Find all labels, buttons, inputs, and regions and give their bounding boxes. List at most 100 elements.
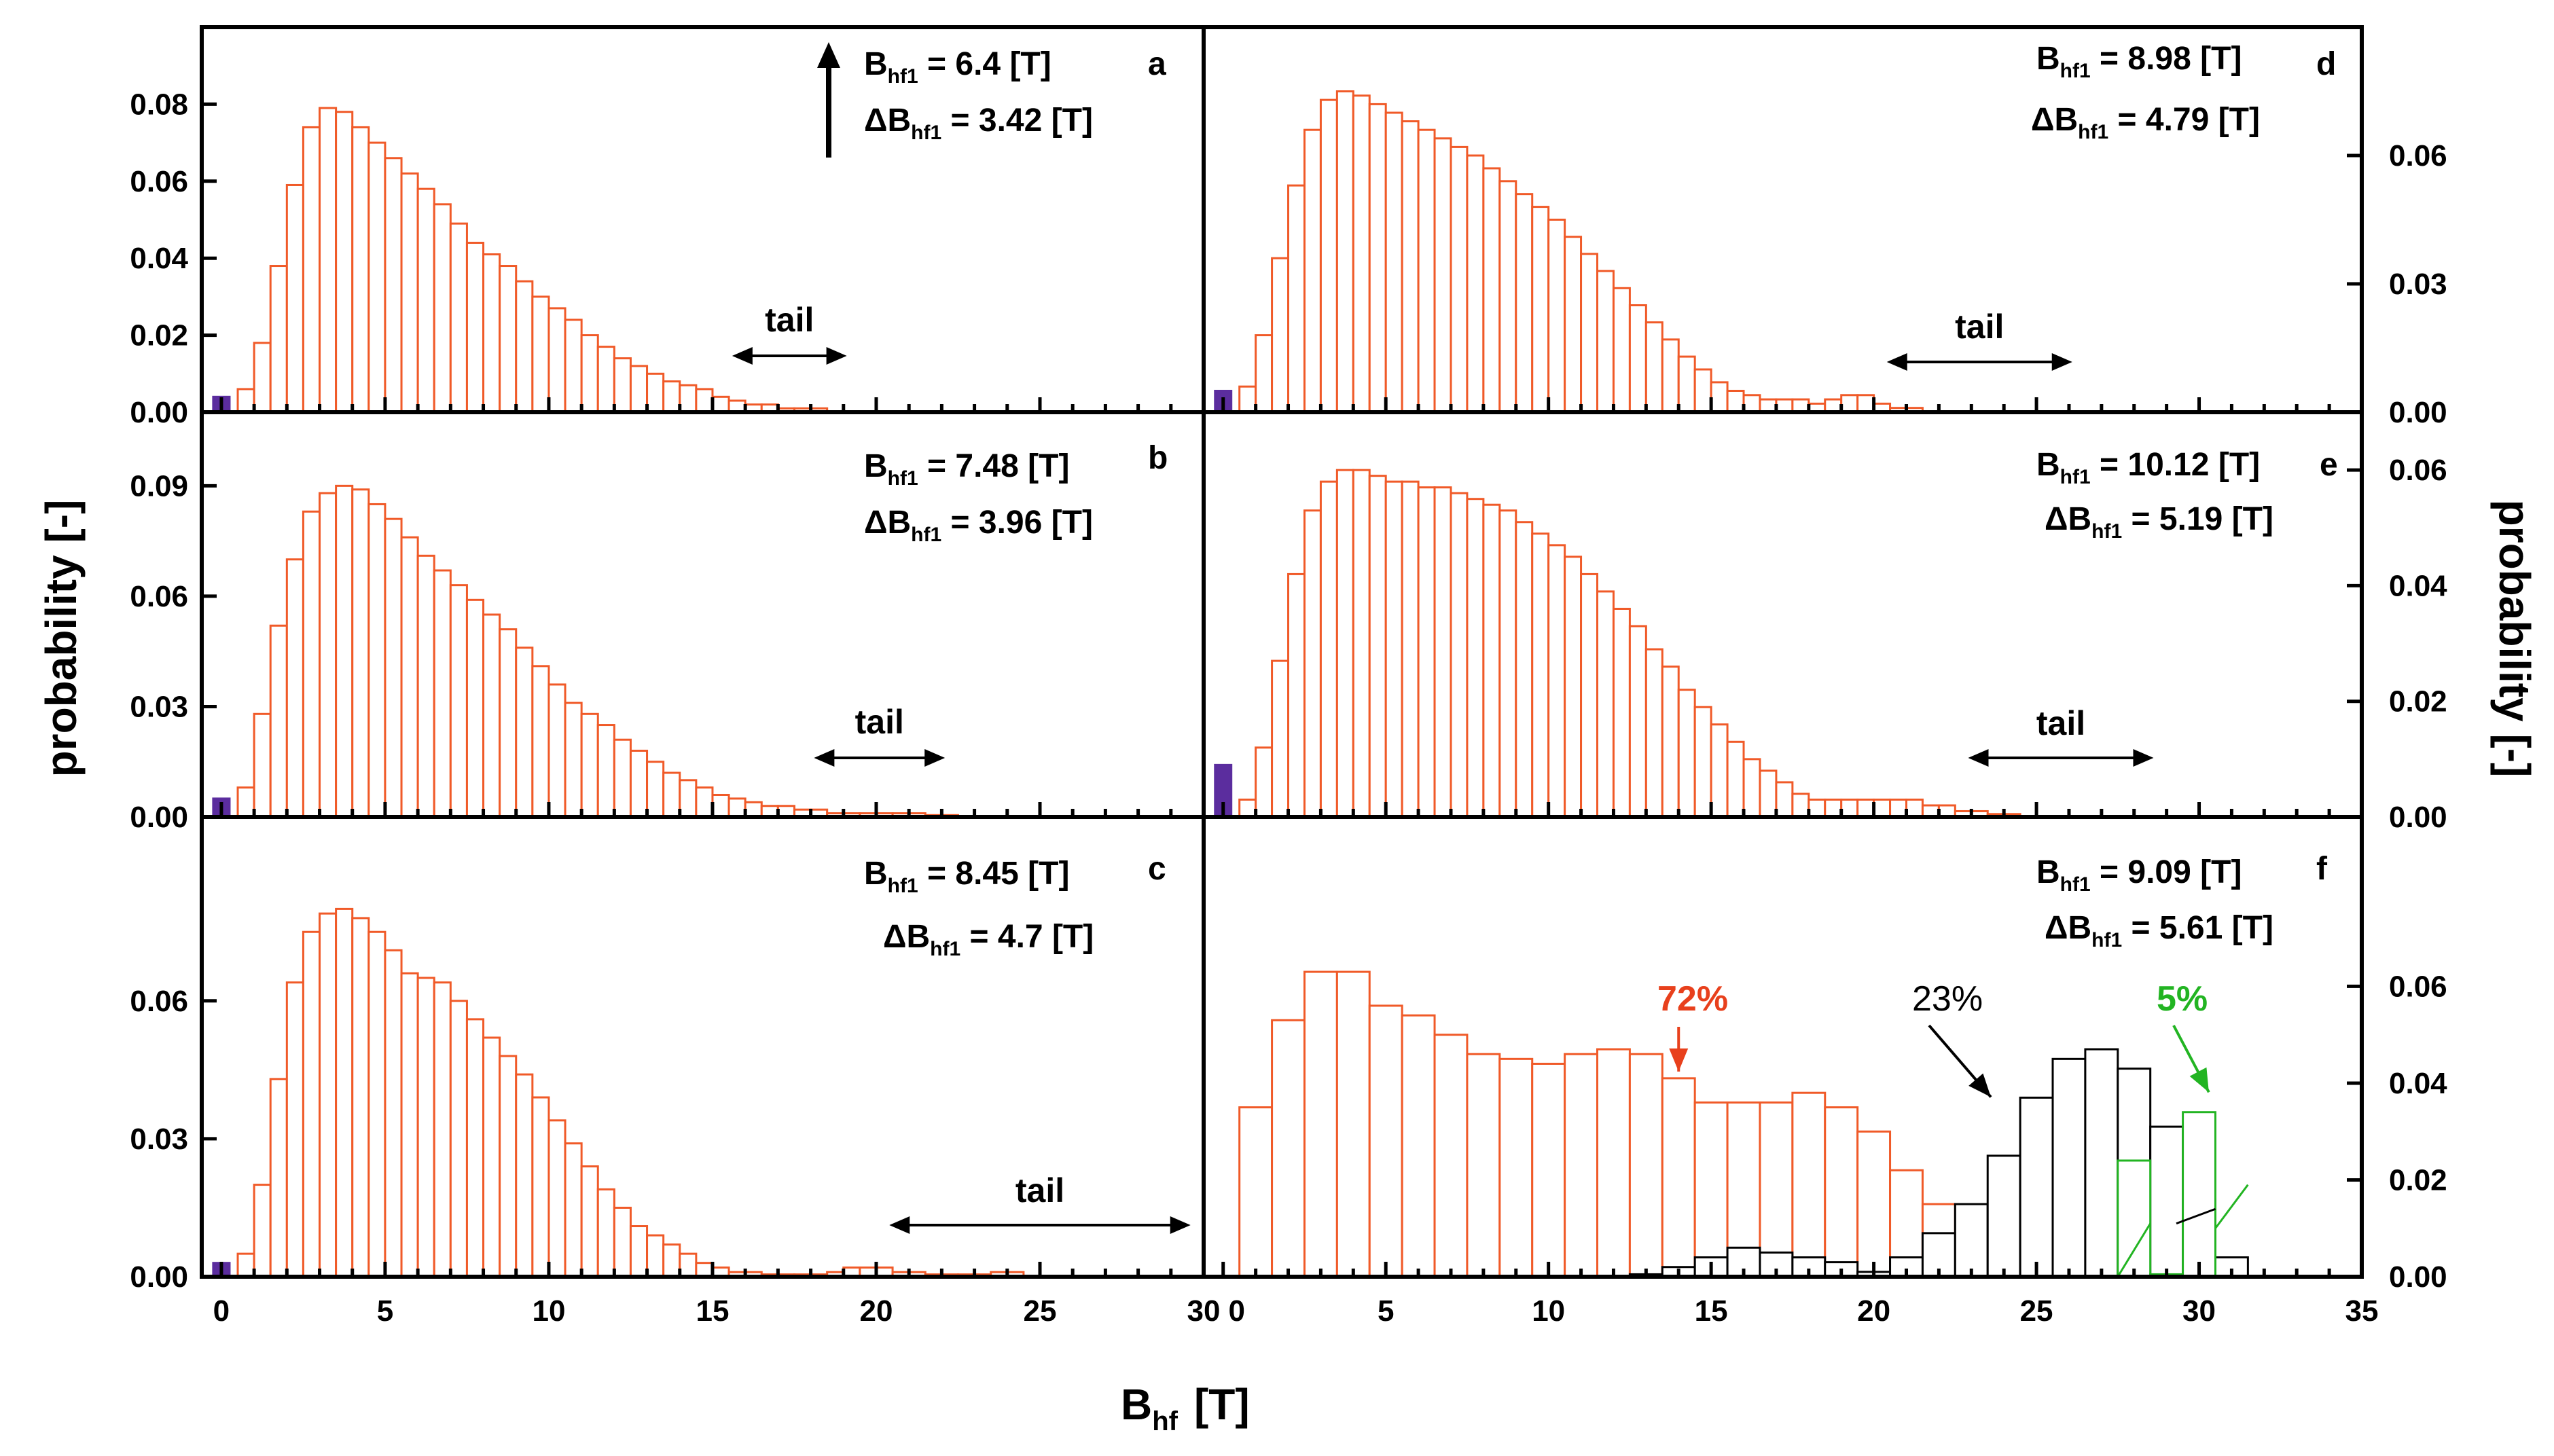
bar-e-s0-9 [1384, 480, 1403, 818]
bar-e-s0-26 [1661, 666, 1680, 818]
bar-c-s0-0 [236, 1252, 255, 1278]
bar-c-s0-11 [416, 977, 435, 1278]
bar-d-s0-12 [1433, 137, 1452, 414]
bar-c-s0-6 [335, 907, 354, 1278]
tail-arrow-right-icon-a [826, 347, 847, 365]
tail-arrow-left-icon-d [1886, 353, 1907, 371]
bar-e-s0-38 [1856, 798, 1875, 818]
bar-b-s0-8 [367, 503, 386, 818]
bar-f-s1-11 [1986, 1154, 2021, 1278]
bar-f-s1-16 [2149, 1125, 2184, 1278]
bar-e-s0-8 [1368, 475, 1387, 818]
bar-d-s0-1 [1255, 334, 1274, 414]
ann-f-line1: Bhf1 = 9.09 [T] [2036, 854, 2242, 896]
bar-c-s0-9 [384, 949, 403, 1278]
ann-e-line1: Bhf1 = 10.12 [T] [2036, 447, 2260, 488]
bar-a-s0-5 [319, 107, 338, 414]
bar-c-s0-28 [695, 1262, 714, 1278]
bar-f-s0-12 [1628, 1053, 1663, 1278]
bar-a-s0-18 [531, 295, 550, 414]
bar-c-s0-15 [482, 1036, 501, 1278]
xtick-label-f-10: 10 [1532, 1294, 1565, 1328]
bar-c-s0-4 [302, 930, 321, 1278]
bar-b-s0-30 [727, 797, 747, 818]
ytick-label-b-3: 0.09 [130, 469, 188, 503]
bar-d-s0-19 [1547, 219, 1566, 414]
bar-c-s0-7 [351, 917, 370, 1278]
panel-label-e: e [2320, 447, 2338, 483]
bar-a-s0-0 [236, 388, 255, 414]
ann-a-line1: Bhf1 = 6.4 [T] [864, 46, 1051, 88]
ytick-label-f-1: 0.02 [2389, 1163, 2447, 1197]
component-label-5: 5% [2157, 979, 2208, 1019]
bar-e-s0-34 [1791, 793, 1810, 818]
bar-c-s0-12 [433, 981, 452, 1278]
bar-f-s0-14 [1693, 1101, 1729, 1278]
bar-a-s0-29 [711, 395, 730, 414]
y-axis-title-right: probability [-] [2490, 500, 2539, 778]
component-labels: 72% 23% 5% [1657, 979, 2208, 1019]
bar-d-s0-37 [1840, 394, 1859, 414]
bar-e-s0-31 [1742, 758, 1761, 818]
bar-a-s0-15 [482, 253, 501, 414]
tail-arrow-left-icon-a [732, 347, 753, 365]
bar-c-s0-26 [662, 1243, 681, 1278]
ytick-label-e-1: 0.02 [2389, 685, 2447, 718]
bar-e-s0-41 [1905, 798, 1924, 818]
bar-e-s0-0 [1238, 798, 1257, 818]
ytick-label-d-1: 0.03 [2389, 268, 2447, 301]
bar-a-s0-3 [285, 183, 304, 414]
bar-d-s0-21 [1580, 253, 1599, 414]
bar-a-s0-9 [384, 157, 403, 414]
bar-a-s0-21 [580, 334, 599, 414]
bar-b-s0-17 [515, 647, 534, 818]
bar-b-s0-18 [531, 665, 550, 818]
bar-a-s0-6 [335, 111, 354, 414]
tail-arrow-left-icon-e [1968, 749, 1989, 767]
bar-e-s0-29 [1710, 723, 1729, 818]
bar-a-s0-27 [679, 384, 698, 414]
bar-e-s0-39 [1873, 798, 1892, 818]
bar-a-s0-24 [629, 365, 649, 414]
bar-d-s0-25 [1644, 321, 1663, 414]
ytick-label-b-2: 0.06 [130, 580, 188, 613]
bar-e-s0-7 [1352, 469, 1371, 818]
bar-d-s0-23 [1612, 287, 1631, 414]
bar-a-s0-16 [499, 265, 518, 414]
bar-a-s0-4 [302, 126, 321, 414]
ytick-label-e-2: 0.04 [2389, 569, 2447, 602]
tail-label-a: tail [765, 301, 814, 339]
bar-d-s0-4 [1303, 128, 1322, 414]
ann-b-line2: ΔBhf1 = 3.96 [T] [864, 505, 1093, 546]
outer-frame [200, 25, 2364, 1279]
bar-b-s0-31 [744, 801, 763, 818]
bar-e-s0-28 [1693, 706, 1712, 818]
bar-d-s0-18 [1531, 206, 1550, 414]
bar-d-s0-10 [1401, 120, 1420, 414]
bar-c-s0-18 [531, 1096, 550, 1278]
component-label-72: 72% [1657, 979, 1728, 1019]
bar-b-s0-19 [547, 683, 566, 818]
ann-d-line1: Bhf1 = 8.98 [T] [2036, 41, 2242, 82]
bar-a-s0-13 [449, 222, 468, 414]
ytick-label-a-4: 0.08 [130, 88, 188, 121]
bar-d-s0-8 [1368, 103, 1387, 414]
bar-e-s0-23 [1612, 607, 1631, 818]
bar-f-s1-13 [2051, 1057, 2087, 1278]
bar-d-s0-2 [1271, 257, 1290, 414]
bar-d-s0-3 [1287, 184, 1306, 414]
bar-b-s0-22 [596, 724, 615, 818]
ytick-label-b-1: 0.03 [130, 690, 188, 723]
panel-label-d: d [2316, 46, 2336, 82]
bar-e-s0-24 [1628, 625, 1647, 818]
bar-d-s0-31 [1742, 394, 1761, 414]
bar-d-s0-9 [1384, 111, 1403, 414]
tail-arrow-right-icon-b [924, 749, 946, 767]
bar-f-s0-1 [1271, 1019, 1306, 1278]
panel-label-c: c [1148, 851, 1166, 887]
ytick-label-f-2: 0.04 [2389, 1067, 2447, 1100]
bar-c-s0-2 [269, 1078, 288, 1278]
bar-b-s0-15 [482, 613, 501, 818]
bar-e-s0-13 [1450, 492, 1469, 818]
tail-arrow-right-icon-c [1170, 1216, 1191, 1234]
